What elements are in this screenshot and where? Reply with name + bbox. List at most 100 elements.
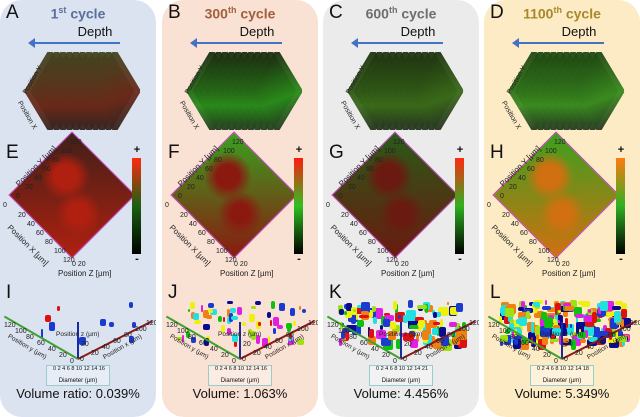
pore-blob xyxy=(257,322,261,326)
pore-blob xyxy=(540,326,550,338)
pore-blob xyxy=(587,308,592,313)
pore-blob xyxy=(569,300,577,308)
cycle-suffix: th xyxy=(553,5,562,15)
cycle-title: 300th cycle xyxy=(162,5,318,22)
cube-x-tick: 80 xyxy=(45,239,53,246)
pore-blob xyxy=(515,334,523,344)
cube-y-tick: 0 xyxy=(178,193,182,200)
pore-blob xyxy=(388,330,397,341)
pore-blob xyxy=(516,319,521,324)
pore-blob xyxy=(56,306,61,312)
pore-blob xyxy=(343,311,347,316)
pore-blob xyxy=(343,327,352,333)
y-axis-tick: 80 xyxy=(510,334,518,341)
pore-blob xyxy=(298,306,302,311)
pore-blob xyxy=(550,337,560,342)
cycle-title: 1st cycle xyxy=(0,5,156,22)
pore-blob xyxy=(514,335,519,346)
pore-blob xyxy=(422,322,432,335)
pore-blob xyxy=(446,301,450,305)
pore-blob xyxy=(456,329,467,341)
pore-blob xyxy=(518,306,525,311)
z-axis-tick: 20 xyxy=(404,341,412,348)
pore-blob xyxy=(590,308,598,313)
pore-blob xyxy=(592,326,600,338)
intensity-colorbar xyxy=(616,158,625,254)
pore-blob xyxy=(554,312,558,323)
pore-blob xyxy=(432,309,435,315)
pore-blob xyxy=(414,316,425,321)
pore-blob xyxy=(533,312,543,319)
pore-blob xyxy=(380,338,391,347)
pore-blob xyxy=(218,315,222,323)
x-axis-tick: 120 xyxy=(630,320,640,327)
pore-blob xyxy=(599,336,606,344)
z-axis-line xyxy=(239,322,241,358)
pore-blob xyxy=(208,303,214,308)
z-axis-label: Position z (µm) xyxy=(540,331,584,338)
z-axis-label: Position z (µm) xyxy=(379,331,423,338)
cube-x-tick: 120 xyxy=(225,257,237,264)
x-axis-tick: 0 xyxy=(80,356,84,363)
pore-blob xyxy=(504,329,511,335)
z-axis-tick: 20 xyxy=(81,341,89,348)
pore-blob xyxy=(355,312,358,321)
cube-z-ticks: 0 20 xyxy=(395,261,409,268)
pore-blob xyxy=(234,339,238,347)
pore-blob xyxy=(585,317,595,328)
pore-blob xyxy=(579,339,587,344)
pore-blob xyxy=(368,328,374,338)
pore-blob xyxy=(340,336,347,341)
pore-blob xyxy=(535,326,543,336)
pore-blob xyxy=(528,301,534,306)
cube-y-tick: 80 xyxy=(375,157,383,164)
panel-letter: J xyxy=(168,282,178,303)
y-axis-tick: 0 xyxy=(393,358,397,365)
y-axis-tick: 120 xyxy=(327,322,339,329)
pore-blob xyxy=(407,300,414,308)
legend-ticks: 0 2 4 6 8 10 12 14 18 xyxy=(537,366,589,372)
y-axis-tick: 0 xyxy=(554,358,558,365)
x-axis-tick: 120 xyxy=(469,320,479,327)
pore-blob xyxy=(408,318,419,329)
x-axis-tick: 60 xyxy=(436,338,444,345)
diameter-legend: 0 2 4 6 8 10 12 14 16 Diameter (µm) xyxy=(208,365,272,386)
pore-blob xyxy=(592,311,598,324)
panel-letter: K xyxy=(329,282,342,303)
pore-blob xyxy=(353,308,363,314)
cube-y-tick: 100 xyxy=(61,148,73,155)
pore-blob xyxy=(247,328,252,335)
pore-blob xyxy=(433,338,443,350)
cube-y-tick: 60 xyxy=(43,166,51,173)
pore-blob xyxy=(128,302,134,308)
cube-y-tick: 40 xyxy=(518,175,526,182)
pore-blob xyxy=(416,305,428,310)
cube-z-label: Position Z [µm] xyxy=(58,269,112,278)
pore-blob xyxy=(621,302,627,313)
pore-blob xyxy=(500,301,510,308)
x-axis-tick: 100 xyxy=(297,326,309,333)
pore-blob xyxy=(350,312,356,325)
cube-x-tick: 40 xyxy=(27,221,35,228)
pore-blob xyxy=(237,307,243,316)
cube-z-label: Position Z [µm] xyxy=(381,269,435,278)
cube-y-tick: 40 xyxy=(357,175,365,182)
pore-blob xyxy=(508,313,514,322)
pore-blob xyxy=(128,336,135,344)
cube-x-tick: 60 xyxy=(36,230,44,237)
pore-blob xyxy=(272,316,279,326)
pore-blob xyxy=(384,312,390,317)
pore-blob xyxy=(614,331,623,340)
y-axis-tick: 40 xyxy=(48,346,56,353)
pore-blob xyxy=(434,311,441,318)
y-axis-tick: 120 xyxy=(166,322,178,329)
pore-blob xyxy=(45,314,51,322)
pore-blob xyxy=(439,318,444,330)
pore-blob xyxy=(248,313,256,322)
pore-blob xyxy=(372,307,384,319)
pore-blob xyxy=(203,324,210,331)
pore-blob xyxy=(436,326,440,336)
pore-blob xyxy=(301,308,306,313)
x-axis-tick: 120 xyxy=(308,320,318,327)
pore-blob xyxy=(226,328,232,336)
